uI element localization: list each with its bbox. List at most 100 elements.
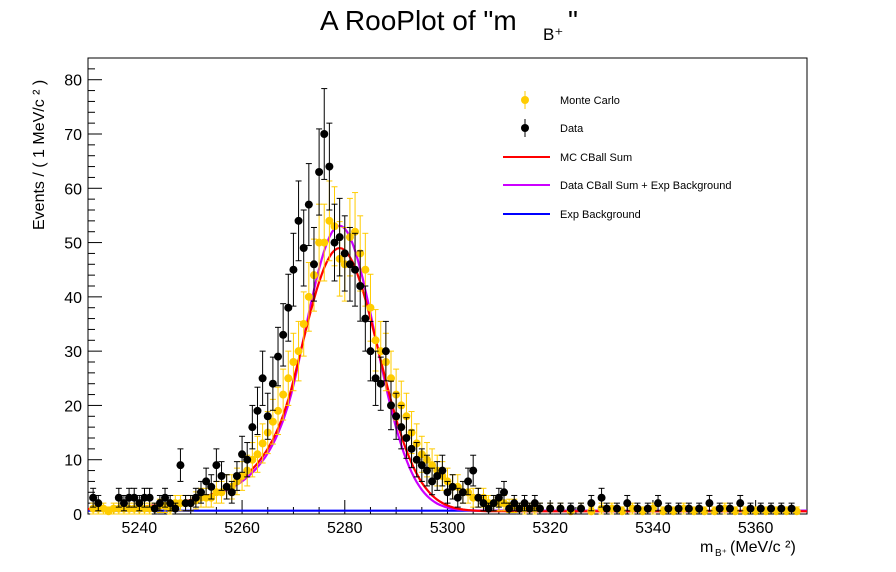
legend-label: Data CBall Sum + Exp Background (560, 180, 732, 192)
data-point (664, 504, 673, 513)
data-point (119, 499, 128, 508)
chart-title: A RooPlot of "m B⁺ " (320, 5, 578, 44)
data-point (525, 504, 534, 513)
legend-item: MC CBall Sum (503, 152, 632, 164)
data-point (320, 238, 329, 247)
plot-area: 0 10 20 30 40 50 60 70 80 5240 5260 5280 5300 5320 534… (64, 57, 808, 537)
legend-item: Data CBall Sum + Exp Background (503, 180, 732, 192)
x-tick-label: 5300 (430, 520, 466, 537)
data-point (402, 412, 411, 421)
x-tick-label: 5260 (224, 520, 260, 537)
data-point (89, 493, 98, 502)
data-point (612, 504, 621, 513)
title-main: A RooPlot of "m (320, 5, 517, 36)
data-point (515, 504, 524, 513)
data-point (428, 461, 437, 470)
data-point (484, 504, 493, 513)
data-point (433, 472, 442, 480)
data-point (499, 488, 508, 497)
legend-label: Exp Background (560, 209, 641, 221)
data-point (274, 352, 283, 361)
data-point (587, 499, 596, 508)
data-point (633, 504, 642, 513)
data-point (715, 504, 724, 513)
data-point (351, 265, 360, 274)
data-point (371, 374, 380, 383)
x-tick-label: 5240 (122, 520, 158, 537)
data-point (520, 499, 529, 508)
data-point (114, 493, 123, 502)
data-point (535, 504, 544, 513)
data-point (294, 216, 303, 225)
data-point (253, 450, 262, 459)
data-point (284, 374, 293, 383)
data-point (294, 347, 303, 356)
x-tick-label: 5280 (327, 520, 363, 537)
data-point (166, 499, 175, 508)
data-point (232, 472, 241, 480)
data-point (222, 482, 231, 491)
y-axis-label: Events / ( 1 MeV/c ² ) (31, 80, 48, 230)
data-point (186, 499, 195, 508)
data-point (402, 434, 411, 442)
data-point (274, 406, 283, 415)
data-point (345, 260, 354, 269)
data-point (191, 493, 200, 502)
data-point (145, 493, 154, 502)
data-point (489, 499, 498, 508)
data-point (469, 466, 478, 475)
data-point (130, 493, 139, 502)
y-tick-label: 30 (64, 344, 82, 361)
data-point (150, 504, 159, 513)
data-point (309, 260, 318, 269)
plot-frame (87, 57, 808, 515)
title-end: " (568, 5, 578, 36)
data-point (597, 493, 606, 502)
data-point (335, 233, 344, 242)
data-point (566, 504, 575, 513)
data-point (315, 168, 324, 176)
title-subscript: B⁺ (543, 25, 563, 44)
y-tick-label: 60 (64, 181, 82, 198)
data-point (155, 499, 164, 508)
data-point (268, 417, 277, 426)
y-tick-label: 70 (64, 127, 82, 144)
y-tick-label: 0 (73, 507, 82, 524)
legend-label: Monte Carlo (560, 95, 620, 107)
data-point (695, 504, 704, 513)
data-point (684, 504, 693, 513)
data-point (356, 282, 365, 290)
data-point (284, 303, 293, 312)
data-point (464, 477, 473, 486)
data-point (767, 504, 776, 513)
data-point (746, 504, 755, 513)
data-point (253, 406, 262, 415)
y-tick-label: 10 (64, 453, 82, 470)
data-point (304, 292, 313, 301)
data-point (227, 488, 236, 497)
data-point (94, 499, 103, 508)
data-point (299, 320, 308, 328)
data-point (494, 493, 503, 502)
data-point (448, 482, 457, 491)
data-point (397, 423, 406, 432)
data-point (248, 423, 257, 432)
data-point (320, 130, 329, 138)
x-axis-label: m B⁺ (MeV/c ²) (700, 539, 796, 559)
y-tick-label: 50 (64, 236, 82, 253)
data-point (428, 477, 437, 486)
y-tick-label: 80 (64, 73, 82, 90)
legend-label: MC CBall Sum (560, 152, 632, 164)
data-point (787, 504, 796, 513)
data-point (381, 347, 390, 356)
data-point (366, 347, 375, 356)
data-point (577, 504, 586, 513)
series-monte-carlo (89, 180, 801, 516)
data-point (387, 401, 396, 410)
data-point (171, 504, 180, 513)
data-point (546, 504, 555, 513)
data-point (202, 477, 211, 486)
data-point (176, 461, 185, 470)
y-tick-label: 20 (64, 398, 82, 415)
